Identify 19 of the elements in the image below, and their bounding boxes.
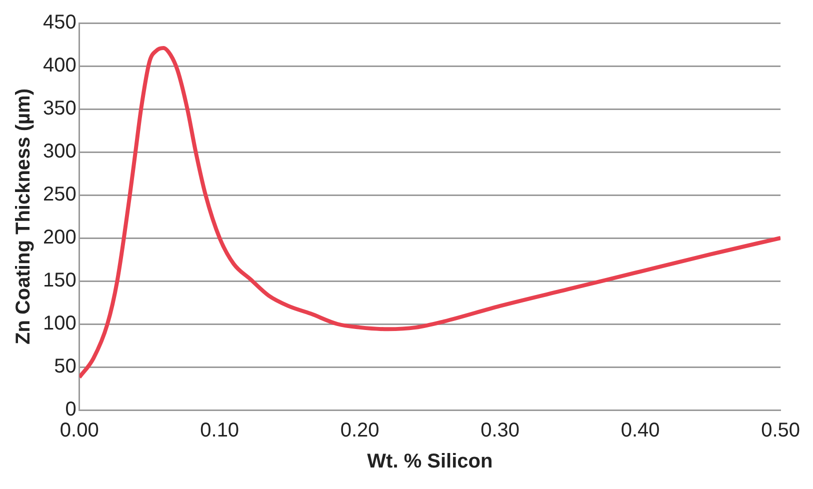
x-tick-label: 0.10 <box>200 420 240 442</box>
y-tick-label: 250 <box>42 184 76 206</box>
x-axis-title: Wt. % Silicon <box>367 450 493 473</box>
x-tick-label: 0.20 <box>340 420 380 442</box>
line-series <box>79 46 781 380</box>
y-tick-label: 450 <box>42 12 76 34</box>
x-tick-label: 0.50 <box>761 420 800 442</box>
x-tick-label: 0.40 <box>620 420 660 442</box>
x-tick-label: 0.00 <box>60 420 99 442</box>
y-tick-label: 350 <box>42 98 76 120</box>
y-tick-label: 400 <box>42 54 76 77</box>
y-tick-label: 0 <box>65 398 76 421</box>
y-tick-label: 150 <box>42 270 76 292</box>
y-axis-title: Zn Coating Thickness (µm) <box>12 88 35 344</box>
y-tick-label: 50 <box>54 356 76 378</box>
x-tick-label: 0.30 <box>480 420 520 442</box>
y-tick-label: 200 <box>42 226 76 249</box>
y-tick-label: 300 <box>42 140 76 163</box>
y-tick-label: 100 <box>42 312 76 335</box>
